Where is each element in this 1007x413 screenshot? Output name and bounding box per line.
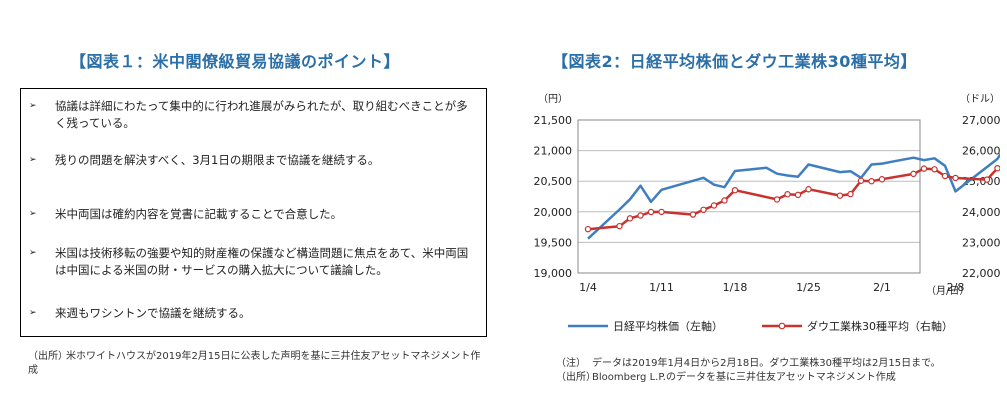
dow-data-point xyxy=(836,192,844,199)
bullet-text: 協議は詳細にわたって集中的に行われ進展がみられたが、取り組むべきことが多く残って… xyxy=(55,99,468,130)
dow-data-point xyxy=(584,225,592,233)
dow-data-point xyxy=(700,206,707,214)
legend-nikkei-label: 日経平均株価（左軸） xyxy=(613,319,723,333)
bullet-item: ➢ 米中両国は確約内容を覚書に記載することで合意した。 xyxy=(29,206,479,223)
source-text: 米ホワイトハウスが2019年2月15日に公表した声明を基に三井住友アセットマネジ… xyxy=(28,351,481,376)
plot-border xyxy=(577,119,921,274)
dow-data-point xyxy=(784,191,791,198)
bullet-text: 残りの問題を解決すべく、3月1日の期限まで協議を継続する。 xyxy=(55,153,380,167)
dow-series-line xyxy=(587,166,1000,231)
bullet-arrow-icon: ➢ xyxy=(29,248,37,258)
bullet-text: 米国は技術移転の強要や知的財産権の保護など構造問題に焦点をあて、米中両国は中国に… xyxy=(55,246,469,277)
chart-notes: （注） データは2019年1月4日から2月18日。ダウ工業株30種平均は2月15日… xyxy=(556,357,941,385)
dow-data-point xyxy=(637,212,644,219)
y-right-tick-label: 27,000 xyxy=(962,114,1000,127)
dow-data-point xyxy=(847,190,854,198)
source-text: Bloomberg L.P.のデータを基に三井住友アセットマネジメント作成 xyxy=(592,372,896,383)
y-left-tick-label: 20,000 xyxy=(534,206,573,219)
bullet-arrow-icon: ➢ xyxy=(29,155,37,165)
bullet-item: ➢ 来週もワシントンで協議を継続する。 xyxy=(29,305,479,322)
bullet-arrow-icon: ➢ xyxy=(29,308,37,318)
points-box: ➢ 協議は詳細にわたって集中的に行われ進展がみられたが、取り組むべきことが多く残… xyxy=(20,88,487,337)
y-right-tick-label: 22,000 xyxy=(962,267,1000,280)
dow-data-point xyxy=(931,166,938,173)
bullet-arrow-icon: ➢ xyxy=(29,209,37,219)
bullet-text: 米中両国は確約内容を覚書に記載することで合意した。 xyxy=(55,207,343,221)
x-axis-unit: （月/日） xyxy=(926,285,969,297)
dow-data-point xyxy=(710,202,718,209)
left-source-note: （出所）米ホワイトハウスが2019年2月15日に公表した声明を基に三井住友アセッ… xyxy=(28,350,488,378)
legend-dow-marker xyxy=(778,322,786,330)
y-right-tick-label: 24,000 xyxy=(962,206,1000,219)
dow-data-point xyxy=(658,208,665,216)
left-axis-unit: （円） xyxy=(538,93,568,105)
dow-data-point xyxy=(721,197,728,204)
y-left-tick-label: 19,000 xyxy=(534,267,573,280)
dow-data-point xyxy=(941,172,949,180)
left-panel-title: 【図表１：米中閣僚級貿易協議のポイント】 xyxy=(70,52,401,71)
x-tick-label: 1/18 xyxy=(723,281,748,294)
dow-data-point xyxy=(878,176,886,183)
dow-data-point xyxy=(805,186,812,193)
dow-data-point xyxy=(910,170,917,178)
dow-data-point xyxy=(773,196,781,203)
dow-data-point xyxy=(626,215,634,222)
bullet-arrow-icon: ➢ xyxy=(29,101,37,111)
source-label: （出所） xyxy=(28,351,68,362)
y-right-tick-label: 23,000 xyxy=(962,236,1000,249)
dow-data-point xyxy=(731,186,739,194)
note-text: データは2019年1月4日から2月18日。ダウ工業株30種平均は2月15日まで。 xyxy=(592,358,941,369)
source-label: （出所） xyxy=(556,372,596,383)
x-tick-label: 2/1 xyxy=(873,281,891,294)
bullet-item: ➢ 米国は技術移転の強要や知的財産権の保護など構造問題に焦点をあて、米中両国は中… xyxy=(29,245,479,279)
x-tick-label: 1/25 xyxy=(796,281,821,294)
dow-data-point xyxy=(689,211,697,218)
dow-data-point xyxy=(983,176,991,183)
dow-data-point xyxy=(868,178,875,185)
legend-dow-label: ダウ工業株30種平均（右軸） xyxy=(807,319,953,333)
bullet-item: ➢ 協議は詳細にわたって集中的に行われ進展がみられたが、取り組むべきことが多く残… xyxy=(29,98,479,132)
stock-line-chart: 19,000 19,500 20,000 20,500 21,000 21,500 22,0… xyxy=(534,93,1000,333)
nikkei-series-line xyxy=(587,152,1000,240)
y-left-tick-label: 19,500 xyxy=(534,236,573,249)
right-axis-unit: （ドル） xyxy=(960,93,1000,105)
dow-data-point xyxy=(647,208,655,216)
x-tick-label: 1/11 xyxy=(649,281,674,294)
bullet-text: 来週もワシントンで協議を継続する。 xyxy=(55,306,251,320)
right-panel-title: 【図表2：日経平均株価とダウ工業株30種平均】 xyxy=(552,52,917,71)
note-label: （注） xyxy=(556,358,586,369)
y-left-tick-label: 20,500 xyxy=(534,175,573,188)
y-right-tick-label: 26,000 xyxy=(962,145,1000,158)
x-tick-label: 2/8 xyxy=(947,281,965,294)
bullet-item: ➢ 残りの問題を解決すべく、3月1日の期限まで協議を継続する。 xyxy=(29,152,479,169)
dow-data-point xyxy=(794,191,802,199)
dow-data-point xyxy=(857,177,865,184)
dow-data-point xyxy=(920,165,928,172)
dow-data-point xyxy=(616,222,623,230)
dow-data-point xyxy=(952,174,959,182)
y-left-tick-label: 21,000 xyxy=(534,145,573,158)
y-left-tick-label: 21,500 xyxy=(534,114,573,127)
x-tick-label: 1/4 xyxy=(579,281,597,294)
dow-data-point xyxy=(994,164,1000,172)
